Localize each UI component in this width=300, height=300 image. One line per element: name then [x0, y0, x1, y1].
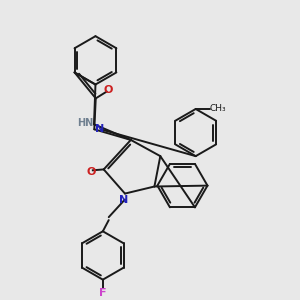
Text: CH₃: CH₃ [209, 104, 226, 113]
Text: N: N [119, 195, 129, 205]
Text: O: O [103, 85, 113, 95]
Text: HN: HN [77, 118, 93, 128]
Text: O: O [87, 167, 96, 177]
Text: N: N [95, 124, 104, 134]
Text: F: F [99, 288, 106, 298]
